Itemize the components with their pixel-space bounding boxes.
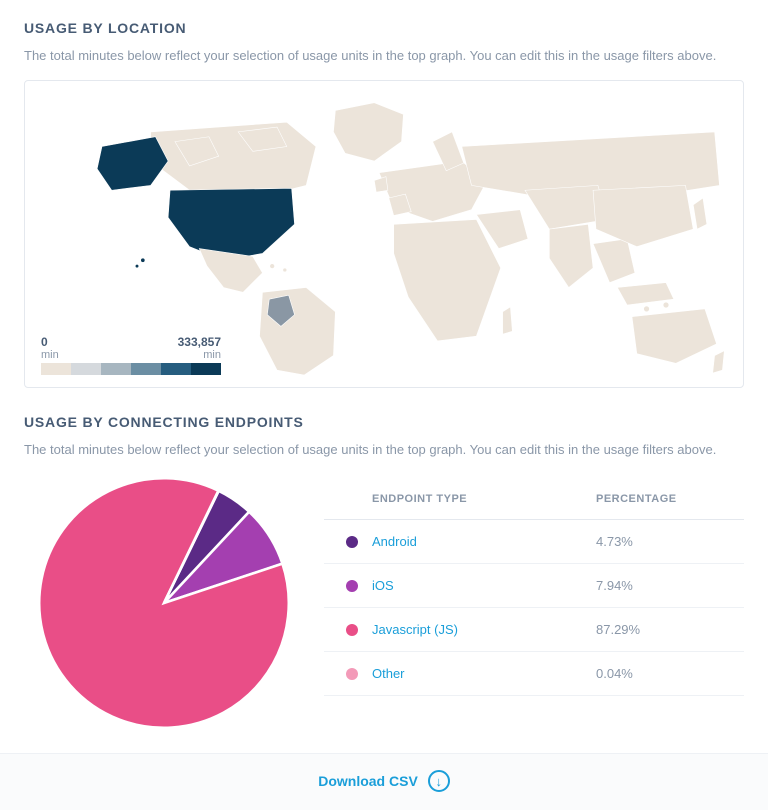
col-header-pct: PERCENTAGE (596, 493, 736, 505)
location-section-title: USAGE BY LOCATION (24, 20, 744, 36)
endpoint-percentage: 7.94% (596, 578, 736, 593)
col-header-type: ENDPOINT TYPE (372, 493, 596, 505)
download-icon: ↓ (428, 770, 450, 792)
endpoints-section-subtitle: The total minutes below reflect your sel… (24, 440, 744, 460)
map-legend: 0 min 333,857 min (41, 335, 221, 375)
table-row: Javascript (JS)87.29% (324, 608, 744, 652)
legend-dot (346, 536, 358, 548)
legend-dot (346, 668, 358, 680)
endpoints-table-header: ENDPOINT TYPE PERCENTAGE (324, 479, 744, 520)
endpoint-percentage: 4.73% (596, 534, 736, 549)
endpoints-table: ENDPOINT TYPE PERCENTAGE Android4.73%iOS… (324, 479, 744, 696)
legend-color-bar (41, 363, 221, 375)
endpoints-pie-chart[interactable] (34, 473, 294, 733)
download-bar: Download CSV ↓ (0, 753, 768, 810)
legend-dot (346, 580, 358, 592)
table-row: Android4.73% (324, 520, 744, 564)
legend-dot (346, 624, 358, 636)
legend-min-value: 0 (41, 335, 59, 349)
table-row: iOS7.94% (324, 564, 744, 608)
world-map-container: 0 min 333,857 min (24, 80, 744, 388)
location-section-subtitle: The total minutes below reflect your sel… (24, 46, 744, 66)
endpoints-section-title: USAGE BY CONNECTING ENDPOINTS (24, 414, 744, 430)
endpoint-percentage: 0.04% (596, 666, 736, 681)
endpoint-percentage: 87.29% (596, 622, 736, 637)
legend-min-unit: min (41, 349, 59, 361)
download-csv-label: Download CSV (318, 773, 418, 789)
endpoint-type-link[interactable]: iOS (372, 578, 596, 593)
endpoint-type-link[interactable]: Other (372, 666, 596, 681)
download-csv-button[interactable]: Download CSV ↓ (318, 770, 450, 792)
legend-max-value: 333,857 (178, 335, 221, 349)
legend-max-unit: min (178, 349, 221, 361)
endpoint-type-link[interactable]: Javascript (JS) (372, 622, 596, 637)
endpoint-type-link[interactable]: Android (372, 534, 596, 549)
table-row: Other0.04% (324, 652, 744, 696)
world-map[interactable] (37, 93, 731, 375)
